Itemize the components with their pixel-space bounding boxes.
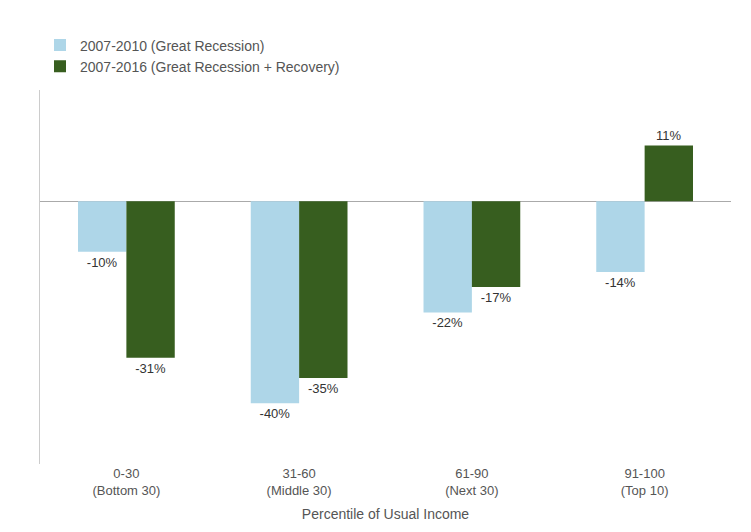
svg-text:0-30(Bottom 30): 0-30(Bottom 30): [92, 466, 160, 498]
svg-text:-10%: -10%: [87, 255, 118, 270]
svg-text:61-90(Next 30): 61-90(Next 30): [445, 466, 498, 498]
svg-text:91-100(Top 10): 91-100(Top 10): [621, 466, 669, 498]
svg-text:-14%: -14%: [605, 275, 636, 290]
svg-text:31-60(Middle 30): 31-60(Middle 30): [267, 466, 332, 498]
svg-text:Percentile of Usual Income: Percentile of Usual Income: [302, 506, 470, 522]
svg-text:2007-2016 (Great Recession + R: 2007-2016 (Great Recession + Recovery): [80, 59, 340, 75]
svg-text:-35%: -35%: [308, 381, 339, 396]
svg-text:2007-2010 (Great Recession): 2007-2010 (Great Recession): [80, 38, 264, 54]
svg-text:11%: 11%: [656, 128, 681, 143]
svg-text:-40%: -40%: [260, 406, 291, 421]
svg-text:-31%: -31%: [135, 361, 166, 376]
svg-text:-22%: -22%: [432, 315, 463, 330]
svg-text:-17%: -17%: [481, 290, 512, 305]
